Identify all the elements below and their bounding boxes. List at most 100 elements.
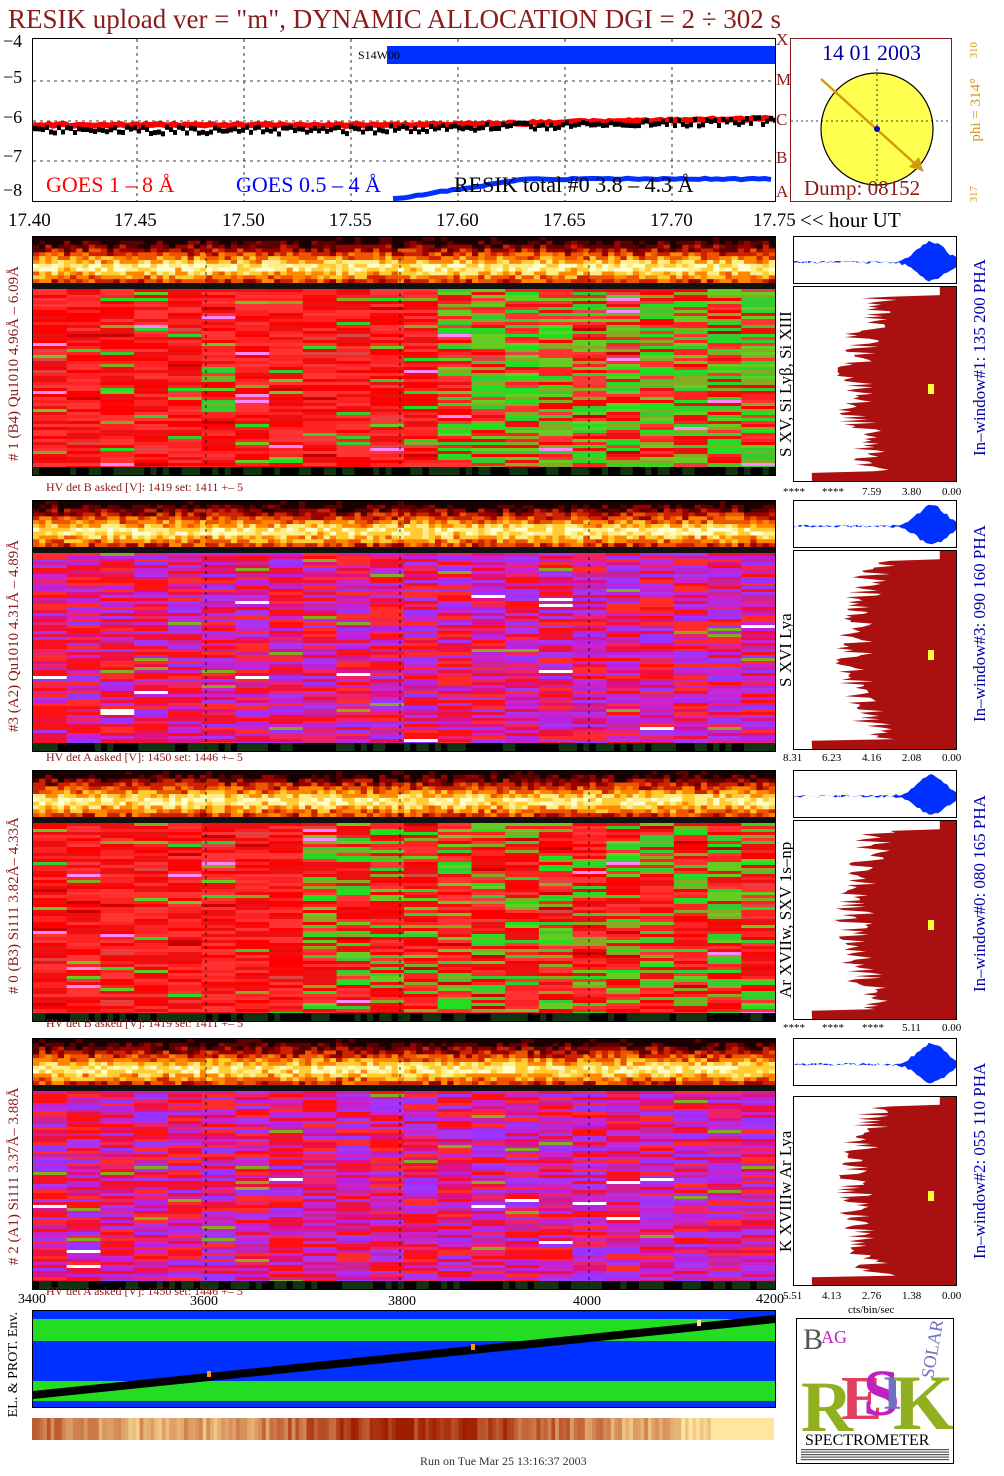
time-tick: 17.70 (650, 210, 693, 231)
time-tick: 17.50 (222, 210, 265, 231)
spectrum-svg-ch1 (33, 237, 775, 475)
time-tick: 17.60 (436, 210, 479, 231)
env-panel (32, 1310, 776, 1408)
pha-tick: **** (862, 1022, 884, 1034)
pha-svg-ch0 (811, 821, 956, 1019)
spectrum-panel-ch1 (32, 236, 776, 476)
pha-unit: cts/bin/sec (848, 1304, 895, 1316)
resik-logo-svg: B AG R E S I K SOLAR SPECTROMETER (801, 1319, 953, 1461)
flare-class-c: C (776, 110, 788, 129)
spectrum-svg-ch2 (33, 1039, 775, 1289)
env-color-strip (32, 1418, 774, 1440)
pha-top-svg-ch3 (794, 504, 956, 545)
pha-tick: **** (822, 486, 844, 498)
channel-label-ch2: # 2 (A1) Si111 3.37Å– 3.88Å (6, 1087, 22, 1265)
time-tick: 17.40 (8, 210, 51, 231)
resik-logo: B AG R E S I K SOLAR SPECTROMETER (796, 1318, 954, 1464)
pha-tick: **** (822, 1022, 844, 1034)
pha-tick: 5.51 (783, 1290, 803, 1302)
hv-label-ch1: HV det B asked [V]: 1419 set: 1411 +– 5 (46, 480, 244, 494)
flare-class-x: X (776, 30, 789, 49)
spectrum-svg-ch3 (33, 501, 775, 751)
flare-class-a: A (776, 182, 789, 201)
pha-histogram-ch0 (793, 820, 957, 1020)
pha-tick: 4.13 (822, 1290, 842, 1302)
logo-b: B (803, 1323, 823, 1356)
window-label-ch1: In–window#1: 135 200 PHA (970, 259, 989, 457)
hv-label-ch3: HV det A asked [V]: 1450 set: 1446 +– 5 (46, 750, 243, 764)
channel-label-ch1: # 1 (B4) Qu1010 4.96Å – 6.09Å (6, 266, 22, 462)
goes-plot (32, 38, 776, 202)
env-tick: 3800 (388, 1294, 416, 1309)
window-label-ch0: In–window#0: 080 165 PHA (970, 795, 989, 993)
sun-panel (790, 38, 952, 202)
goes-plot-svg (33, 39, 775, 201)
channel-label-ch0: # 0 (B3) Si111 3.82Å– 4.33Å (6, 817, 22, 995)
env-strip-svg (32, 1418, 774, 1440)
pha-top-ch2 (793, 1038, 957, 1086)
pha-tick: **** (783, 486, 805, 498)
flare-class-m: M (776, 70, 792, 89)
pha-svg-ch3 (811, 551, 956, 749)
pha-histogram-ch3 (793, 550, 957, 750)
spectrum-panel-ch2 (32, 1038, 776, 1290)
spectrum-svg-ch0 (33, 771, 775, 1021)
pha-histogram-ch1 (793, 286, 957, 482)
time-tick: 17.55 (329, 210, 372, 231)
time-tick: 17.75 (753, 210, 796, 231)
pha-svg-ch1 (811, 287, 956, 481)
pha-tick: 2.08 (902, 752, 922, 764)
pha-tick: 0.00 (942, 752, 962, 764)
time-axis-unit: << hour UT (800, 208, 901, 232)
run-timestamp: Run on Tue Mar 25 13:16:37 2003 (420, 1454, 587, 1468)
pha-tick: 4.16 (862, 752, 882, 764)
pha-top-svg-ch2 (794, 1042, 956, 1084)
pha-tick: 8.31 (783, 752, 803, 764)
channel-label-ch3: #3 (A2) Qu1010 4.31Å – 4.89Å (6, 539, 22, 733)
env-tick: 4200 (756, 1292, 784, 1307)
pha-tick: 0.00 (942, 1290, 962, 1302)
spectrum-panel-ch0 (32, 770, 776, 1022)
env-tick: 3600 (190, 1294, 218, 1309)
goes-ytick: −7 (3, 146, 23, 166)
sun-disk-svg (791, 69, 951, 189)
pha-top-ch0 (793, 770, 957, 818)
pha-histogram-ch2 (793, 1096, 957, 1286)
s14-label: S14W00 (358, 48, 400, 62)
pha-tick: 6.23 (822, 752, 842, 764)
logo-caption: SPECTROMETER (805, 1432, 930, 1449)
goes-ytick: −4 (3, 31, 23, 51)
observation-date: 14 01 2003 (822, 40, 921, 65)
phi-sub: 317 (968, 186, 980, 203)
legend-goes-1-8: GOES 1 – 8 Å (46, 172, 175, 197)
pha-tick: **** (783, 1022, 805, 1034)
legend-resik-total: RESIK total #0 3.8 – 4.3 Å (454, 172, 694, 197)
pha-tick: 2.76 (862, 1290, 882, 1302)
env-tick: 4000 (573, 1294, 601, 1309)
flare-class-b: B (776, 148, 788, 167)
pha-top-ch3 (793, 500, 957, 548)
pha-tick: 0.00 (942, 486, 962, 498)
goes-ytick: −8 (3, 180, 23, 200)
hv-label-ch2: HV det A asked [V]: 1450 set: 1446 +– 5 (46, 1284, 243, 1298)
time-tick: 17.65 (543, 210, 586, 231)
time-tick: 17.45 (114, 210, 157, 231)
legend-goes-05-4: GOES 0.5 – 4 Å (236, 172, 381, 197)
window-label-ch3: In–window#3: 090 160 PHA (970, 525, 989, 723)
window-label-ch2: In–window#2: 055 110 PHA (970, 1062, 989, 1260)
phi-angle: phi = 314° (968, 78, 984, 142)
pha-tick: 3.80 (902, 486, 922, 498)
pha-top-svg-ch1 (794, 240, 956, 282)
pha-tick: 7.59 (862, 486, 882, 498)
pha-top-ch1 (793, 236, 957, 284)
goes-ytick: −5 (3, 67, 23, 87)
hv-label-ch0: HV det B asked [V]: 1419 set: 1411 +– 5 (46, 1016, 244, 1030)
env-tick: 3400 (18, 1292, 46, 1307)
spectrum-panel-ch3 (32, 500, 776, 752)
env-panel-svg (33, 1311, 775, 1407)
dump-number: Dump: 08152 (804, 176, 921, 200)
pha-tick: 5.11 (902, 1022, 921, 1034)
pha-svg-ch2 (811, 1097, 956, 1285)
pha-tick: 1.38 (902, 1290, 922, 1302)
env-panel-label: EL. & PROT. Env. (6, 1312, 21, 1418)
